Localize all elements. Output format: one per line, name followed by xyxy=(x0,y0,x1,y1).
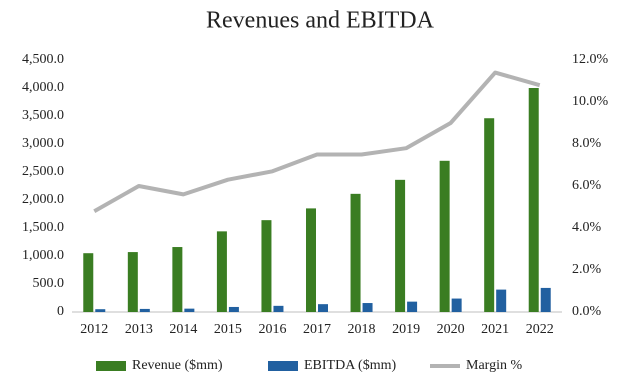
x-tick-label: 2019 xyxy=(392,322,420,337)
legend-label: Revenue ($mm) xyxy=(132,358,223,373)
x-tick-label: 2021 xyxy=(481,322,509,337)
y-tick-label: 2,000.0 xyxy=(22,192,64,207)
legend-swatch xyxy=(96,361,126,371)
x-tick-label: 2017 xyxy=(303,322,331,337)
y2-tick-label: 4.0% xyxy=(572,220,602,235)
x-tick-label: 2013 xyxy=(125,322,153,337)
bar xyxy=(540,287,551,312)
x-tick-label: 2018 xyxy=(348,322,376,337)
bar xyxy=(528,88,539,312)
y-tick-label: 1,500.0 xyxy=(22,220,64,235)
x-tick-label: 2016 xyxy=(258,322,286,337)
bar xyxy=(261,220,272,312)
bar xyxy=(451,298,462,312)
y2-tick-label: 8.0% xyxy=(572,136,602,151)
bar xyxy=(306,208,316,312)
x-tick-label: 2020 xyxy=(437,322,465,337)
bar xyxy=(139,308,150,312)
bar xyxy=(83,253,94,312)
legend-label: Margin % xyxy=(466,358,522,373)
legend-swatch xyxy=(268,361,298,371)
bar xyxy=(172,247,183,312)
y2-tick-label: 0.0% xyxy=(572,304,602,319)
y2-tick-label: 12.0% xyxy=(572,52,609,67)
bar xyxy=(216,231,227,312)
bar xyxy=(407,301,418,312)
y2-tick-label: 2.0% xyxy=(572,262,602,277)
y2-tick-label: 10.0% xyxy=(572,94,609,109)
y-tick-label: 1,000.0 xyxy=(22,248,64,263)
bar xyxy=(318,304,328,312)
chart-title: Revenues and EBITDA xyxy=(206,8,435,34)
legend-label: EBITDA ($mm) xyxy=(304,358,396,373)
bar xyxy=(273,305,284,312)
bar xyxy=(496,289,507,312)
bar xyxy=(228,306,239,312)
y-tick-label: 3,000.0 xyxy=(22,136,64,151)
bar xyxy=(95,309,106,312)
bar xyxy=(127,252,138,312)
y-tick-label: 3,500.0 xyxy=(22,108,64,123)
bar xyxy=(484,118,495,313)
y-tick-label: 500.0 xyxy=(33,276,65,291)
bar xyxy=(362,303,373,312)
bar xyxy=(439,160,450,312)
line xyxy=(93,70,541,213)
x-tick-label: 2015 xyxy=(214,322,242,337)
x-tick-label: 2022 xyxy=(526,322,554,337)
y-tick-label: 4,000.0 xyxy=(22,80,64,95)
y2-tick-label: 6.0% xyxy=(572,178,602,193)
bar xyxy=(350,193,361,312)
y-tick-label: 0 xyxy=(57,304,64,319)
y-tick-label: 4,500.0 xyxy=(22,52,64,67)
bar xyxy=(395,179,406,312)
x-tick-label: 2014 xyxy=(169,322,197,337)
y-tick-label: 2,500.0 xyxy=(22,164,64,179)
bar xyxy=(184,308,195,312)
x-tick-label: 2012 xyxy=(80,322,108,337)
